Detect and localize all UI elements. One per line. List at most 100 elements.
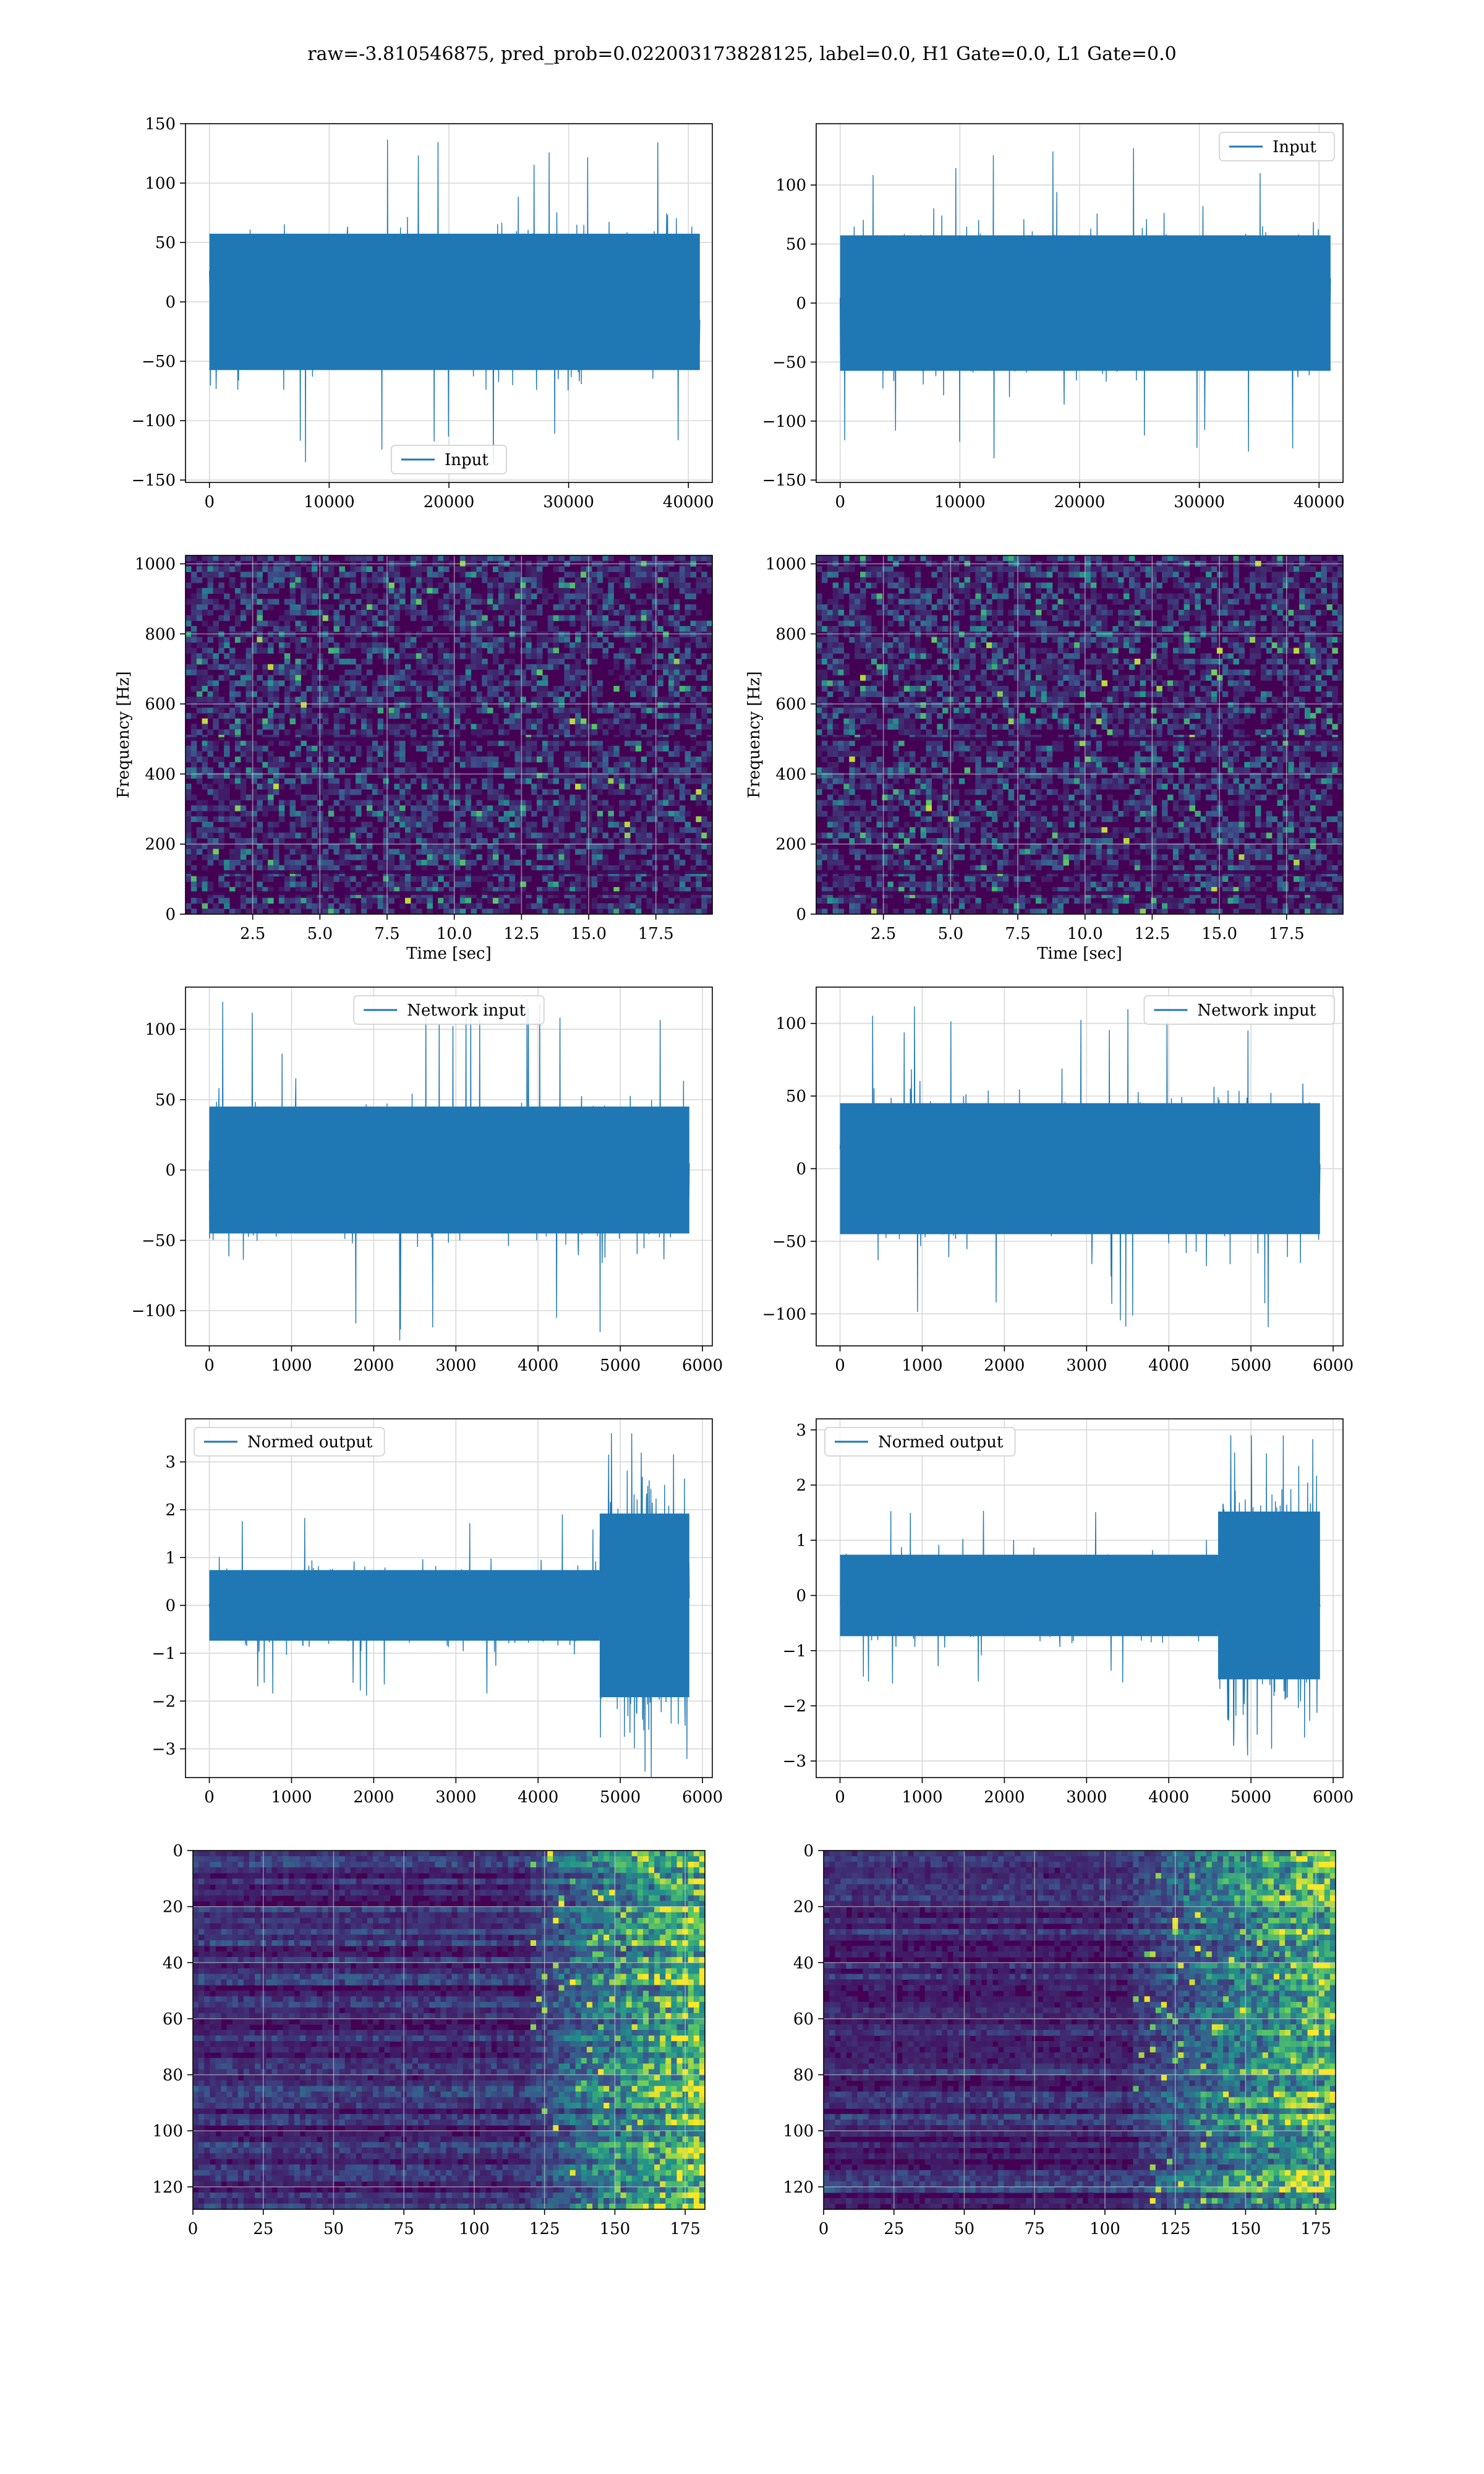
l1-spectrogram-cell <box>937 604 943 610</box>
h1-spectrogram-cell <box>257 626 263 632</box>
h1-spectrogram-cell <box>273 685 279 692</box>
h1-spectrogram-cell <box>202 566 208 572</box>
h1-spectrogram-cell <box>388 761 394 768</box>
h1-spectrogram-cell <box>339 805 345 811</box>
h1-spectrogram-cell <box>328 773 335 779</box>
h1-spectrogram-cell <box>520 696 526 703</box>
h1-spectrogram-cell <box>581 626 587 632</box>
h1-spectrogram-cell <box>597 849 603 855</box>
l1-spectrogram-cell <box>1112 593 1119 599</box>
l1-spectrogram-cell <box>1080 636 1086 643</box>
h1-spectrogram-cell <box>388 659 394 665</box>
h1-spectrogram-cell <box>657 740 663 747</box>
h1-spectrogram-cell <box>465 664 472 670</box>
h1-spectrogram-cell <box>547 892 554 899</box>
h1-spectrogram-cell <box>257 903 263 909</box>
h1-spectrogram-cell <box>366 751 373 757</box>
h1-spectrogram-cell <box>503 604 510 610</box>
h1-spectrogram-cell <box>509 604 516 610</box>
h1-spectrogram-cell <box>625 881 631 888</box>
h1-spectrogram-cell <box>668 761 675 768</box>
h1-spectrogram-cell <box>526 821 532 828</box>
h1-input-legend: Input <box>391 445 507 474</box>
l1-spectrogram-cell <box>1321 609 1327 616</box>
h1-spectrogram-cell <box>196 642 203 648</box>
l1-spectrogram-cell <box>1332 620 1338 627</box>
l1-spectrogram-cell <box>986 582 992 589</box>
h1-spectrogram-cell <box>438 566 444 572</box>
h1-spectrogram-cell <box>707 773 713 779</box>
l1-spectrogram-cell <box>1172 604 1179 610</box>
h1-spectrogram-cell <box>564 599 570 605</box>
h1-spectrogram-cell <box>443 555 450 562</box>
l1-spectrogram-cell <box>887 642 893 648</box>
h1-spectrogram-cell <box>531 773 537 779</box>
l1-spectrogram-cell <box>843 582 850 589</box>
h1-spectrogram-cell <box>213 691 219 698</box>
h1-spectrogram-cell <box>295 860 301 866</box>
h1-spectrogram-cell <box>366 555 373 562</box>
h1-spectrogram-cell <box>301 881 307 888</box>
h1-spectrogram-cell <box>377 620 384 627</box>
h1-spectrogram-cell <box>509 615 516 622</box>
l1-spectrogram-cell <box>1326 577 1333 583</box>
h1-spectrogram-cell <box>388 821 394 828</box>
l1-spectrogram-cell <box>882 648 888 654</box>
h1-spectrogram-cell <box>350 659 356 665</box>
h1-spectrogram-cell <box>366 708 373 714</box>
h1-spectrogram-cell <box>701 833 707 839</box>
h1-spectrogram-cell <box>493 659 499 665</box>
h1-spectrogram-cell <box>684 685 691 692</box>
h1-spectrogram-cell <box>399 849 406 855</box>
h1-spectrogram-cell <box>218 582 224 589</box>
l1-spectrogram-cell <box>1183 642 1190 648</box>
h1-spectrogram-cell <box>278 664 285 670</box>
h1-spectrogram-cell <box>673 724 680 730</box>
h1-spectrogram-cell <box>707 653 713 659</box>
h1-spectrogram-cell <box>257 718 263 724</box>
h1-spectrogram-cell <box>531 767 537 774</box>
h1-spectrogram-cell <box>553 773 560 779</box>
h1-spectrogram-cell <box>553 767 560 774</box>
h1-spectrogram-cell <box>262 849 268 855</box>
h1-spectrogram-cell <box>520 881 526 888</box>
h1-spectrogram-cell <box>531 669 537 675</box>
h1-spectrogram-cell <box>619 571 625 578</box>
h1-spectrogram-cell <box>581 680 587 687</box>
h1-spectrogram-cell <box>399 860 406 866</box>
h1-spectrogram-cell <box>377 816 384 823</box>
h1-spectrogram-cell <box>591 849 598 855</box>
l1-spectrogram-cell <box>1189 648 1195 654</box>
h1-spectrogram-cell <box>531 865 537 871</box>
l1-spectrogram-cell <box>821 577 828 583</box>
h1-spectrogram-cell <box>608 577 614 583</box>
h1-spectrogram-cell <box>295 909 301 915</box>
l1-spectrogram-cell <box>992 609 998 616</box>
h1-spectrogram-cell <box>459 838 466 844</box>
h1-spectrogram-cell <box>684 729 691 735</box>
l1-spectrogram-cell <box>1233 642 1239 648</box>
h1-spectrogram-ytick-label: 600 <box>145 695 176 714</box>
h1-spectrogram-cell <box>234 745 241 751</box>
l1-spectrogram-cell <box>1189 599 1195 605</box>
h1-spectrogram-cell <box>432 696 438 703</box>
h1-spectrogram-cell <box>591 599 598 605</box>
h1-spectrogram-cell <box>245 773 252 779</box>
l1-spectrogram-cell <box>958 599 965 605</box>
h1-spectrogram-cell <box>234 854 241 860</box>
h1-spectrogram-cell <box>372 827 378 833</box>
h1-spectrogram-cell <box>690 718 696 724</box>
h1-spectrogram-cell <box>438 571 444 578</box>
l1-spectrogram-cell <box>915 588 921 594</box>
h1-spectrogram-cell <box>186 821 192 828</box>
l1-spectrogram-cell <box>937 659 943 665</box>
h1-spectrogram-cell <box>328 784 335 790</box>
h1-spectrogram-cell <box>613 876 620 882</box>
l1-spectrogram-cell <box>893 636 899 643</box>
h1-spectrogram-cell <box>476 659 482 665</box>
h1-spectrogram-cell <box>684 909 691 915</box>
h1-spectrogram-cell <box>399 724 406 730</box>
l1-spectrogram-cell <box>1134 582 1141 589</box>
h1-spectrogram-cell <box>663 827 669 833</box>
h1-spectrogram-cell <box>240 702 247 708</box>
